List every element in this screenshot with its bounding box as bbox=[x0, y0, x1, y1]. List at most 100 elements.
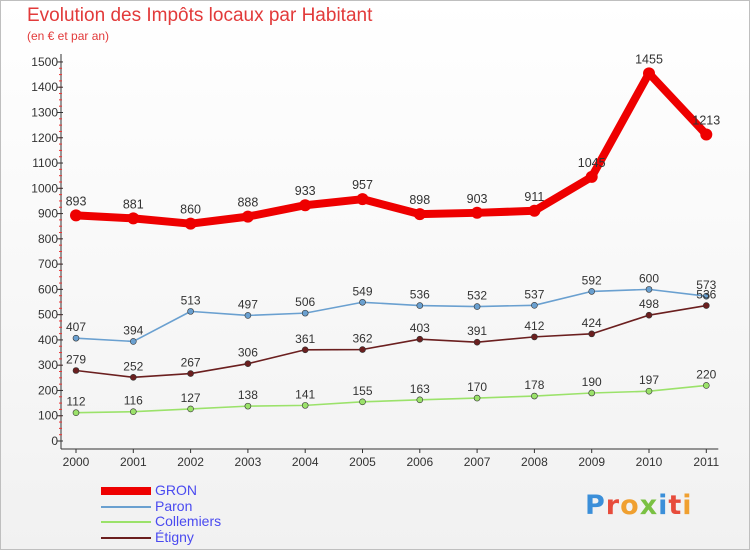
data-point bbox=[531, 333, 538, 341]
data-label: 112 bbox=[66, 395, 85, 409]
y-tick-label: 1100 bbox=[32, 156, 58, 170]
data-point bbox=[359, 346, 366, 353]
logo-letter: i bbox=[682, 490, 693, 521]
data-label: 306 bbox=[238, 346, 258, 360]
data-label: 549 bbox=[352, 284, 372, 298]
y-tick-label: 200 bbox=[38, 383, 58, 397]
data-label: 178 bbox=[524, 378, 544, 392]
legend-label: GRON bbox=[155, 482, 197, 498]
data-label: 412 bbox=[524, 319, 544, 333]
data-label: 407 bbox=[66, 320, 86, 334]
data-point bbox=[241, 210, 254, 223]
data-point bbox=[473, 303, 481, 310]
logo-letter: x bbox=[639, 490, 659, 521]
data-point bbox=[645, 387, 653, 395]
x-tick-label: 2005 bbox=[349, 455, 376, 469]
data-point bbox=[299, 199, 312, 212]
y-tick-label: 900 bbox=[38, 207, 58, 221]
data-label: 497 bbox=[238, 297, 258, 311]
data-point bbox=[643, 67, 655, 80]
data-point bbox=[588, 389, 596, 397]
data-point bbox=[301, 309, 309, 317]
data-label: 197 bbox=[639, 373, 659, 387]
legend-label: Collemiers bbox=[155, 513, 222, 529]
data-label: 933 bbox=[295, 184, 316, 198]
data-label: 537 bbox=[524, 287, 544, 301]
data-point bbox=[187, 308, 194, 315]
data-label: 881 bbox=[123, 197, 144, 211]
data-label: 898 bbox=[409, 193, 430, 207]
series-line-0 bbox=[72, 69, 711, 228]
data-point bbox=[130, 374, 137, 381]
logo-letter: P bbox=[585, 490, 606, 521]
data-point bbox=[72, 367, 80, 374]
data-point bbox=[244, 312, 252, 319]
data-point bbox=[702, 292, 710, 300]
data-label: 163 bbox=[410, 382, 430, 396]
x-tick-label: 2007 bbox=[464, 455, 491, 469]
data-label: 127 bbox=[181, 391, 201, 405]
data-point bbox=[70, 209, 82, 222]
data-point bbox=[531, 302, 538, 309]
data-point bbox=[528, 204, 541, 217]
data-point bbox=[585, 170, 598, 183]
data-label: 532 bbox=[467, 289, 487, 303]
data-point bbox=[416, 302, 424, 309]
data-point bbox=[301, 346, 309, 354]
data-point bbox=[130, 408, 137, 415]
data-label: 903 bbox=[467, 192, 488, 206]
legend-label: Paron bbox=[155, 497, 193, 514]
data-label: 361 bbox=[295, 332, 315, 346]
legend-swatch bbox=[101, 521, 151, 523]
y-tick-label: 1500 bbox=[31, 55, 58, 69]
x-tick-label: 2011 bbox=[693, 455, 719, 469]
series-line-3 bbox=[75, 304, 708, 379]
data-point bbox=[413, 208, 426, 221]
data-label: 252 bbox=[123, 359, 143, 373]
data-point bbox=[127, 212, 140, 225]
data-point bbox=[471, 206, 484, 219]
data-point bbox=[359, 298, 366, 306]
data-point bbox=[700, 128, 713, 141]
data-label: 220 bbox=[696, 367, 716, 381]
data-point bbox=[244, 402, 252, 410]
data-label: 362 bbox=[352, 332, 372, 346]
data-point bbox=[702, 382, 710, 389]
data-label: 513 bbox=[181, 293, 201, 307]
data-point bbox=[187, 370, 194, 377]
data-label: 424 bbox=[582, 316, 602, 330]
logo-letter: t bbox=[668, 490, 683, 521]
data-label: 1045 bbox=[578, 156, 606, 170]
y-tick-label: 800 bbox=[38, 232, 58, 246]
data-label: 498 bbox=[639, 297, 659, 311]
data-label: 506 bbox=[295, 295, 315, 309]
data-point bbox=[645, 311, 653, 319]
data-label: 860 bbox=[180, 203, 201, 217]
logo-letter: o bbox=[620, 490, 640, 521]
data-point bbox=[301, 402, 309, 409]
legend-swatch bbox=[101, 536, 151, 539]
x-tick-label: 2006 bbox=[406, 455, 433, 469]
data-point bbox=[187, 405, 194, 413]
data-point bbox=[356, 193, 369, 206]
data-label: 957 bbox=[352, 178, 373, 192]
data-label: 1213 bbox=[692, 113, 720, 127]
data-label: 116 bbox=[124, 394, 143, 408]
x-tick-label: 2001 bbox=[120, 455, 147, 469]
data-label: 536 bbox=[696, 288, 716, 302]
x-tick-label: 2004 bbox=[292, 455, 319, 469]
y-tick-label: 1000 bbox=[31, 181, 58, 195]
data-point bbox=[416, 396, 424, 404]
y-tick-label: 400 bbox=[38, 333, 58, 347]
data-label: 1455 bbox=[635, 52, 663, 66]
data-point bbox=[416, 335, 424, 343]
y-tick-label: 100 bbox=[38, 409, 58, 423]
data-label: 893 bbox=[66, 194, 87, 208]
data-label: 267 bbox=[181, 356, 201, 370]
data-point bbox=[588, 288, 596, 295]
y-tick-label: 600 bbox=[38, 282, 58, 296]
y-tick-label: 1400 bbox=[31, 80, 58, 94]
y-tick-label: 1300 bbox=[31, 105, 58, 119]
